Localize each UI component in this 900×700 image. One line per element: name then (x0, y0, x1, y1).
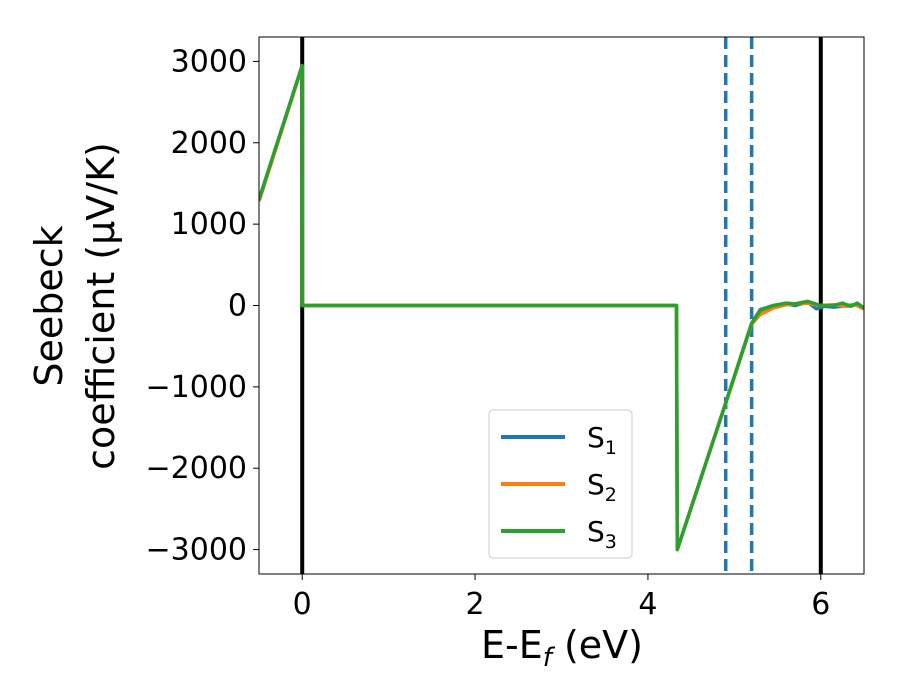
y-tick-label-4: −1000 (146, 370, 247, 405)
legend-label-3: S3 (587, 515, 617, 553)
y-tick-label-3: 0 (228, 289, 247, 324)
y-axis-ticks: 3000 2000 1000 0 −1000 −2000 −3000 (146, 44, 259, 568)
y-axis-title-line1: Seebeck (27, 225, 71, 386)
series-line-3 (259, 63, 864, 552)
y-tick-label-6: −3000 (146, 533, 247, 568)
x-tick-label-0: 0 (293, 587, 312, 622)
x-tick-label-2: 4 (638, 587, 657, 622)
legend: S1 S2 S3 (488, 409, 633, 559)
x-axis-ticks: 0 2 4 6 (293, 574, 830, 622)
y-axis-title-line2: coefficient (μV/K) (79, 142, 123, 470)
y-tick-label-2: 1000 (171, 207, 247, 242)
legend-label-1: S1 (587, 421, 617, 459)
y-axis-title: Seebeck coefficient (μV/K) (27, 142, 123, 470)
legend-label-2: S2 (587, 468, 617, 506)
x-axis-title: E-Ef (eV) (481, 623, 643, 673)
x-tick-label-1: 2 (466, 587, 485, 622)
y-tick-label-1: 2000 (171, 126, 247, 161)
y-tick-label-0: 3000 (171, 44, 247, 79)
data-series (259, 63, 864, 552)
y-tick-label-5: −2000 (146, 451, 247, 486)
x-tick-label-3: 6 (811, 587, 830, 622)
